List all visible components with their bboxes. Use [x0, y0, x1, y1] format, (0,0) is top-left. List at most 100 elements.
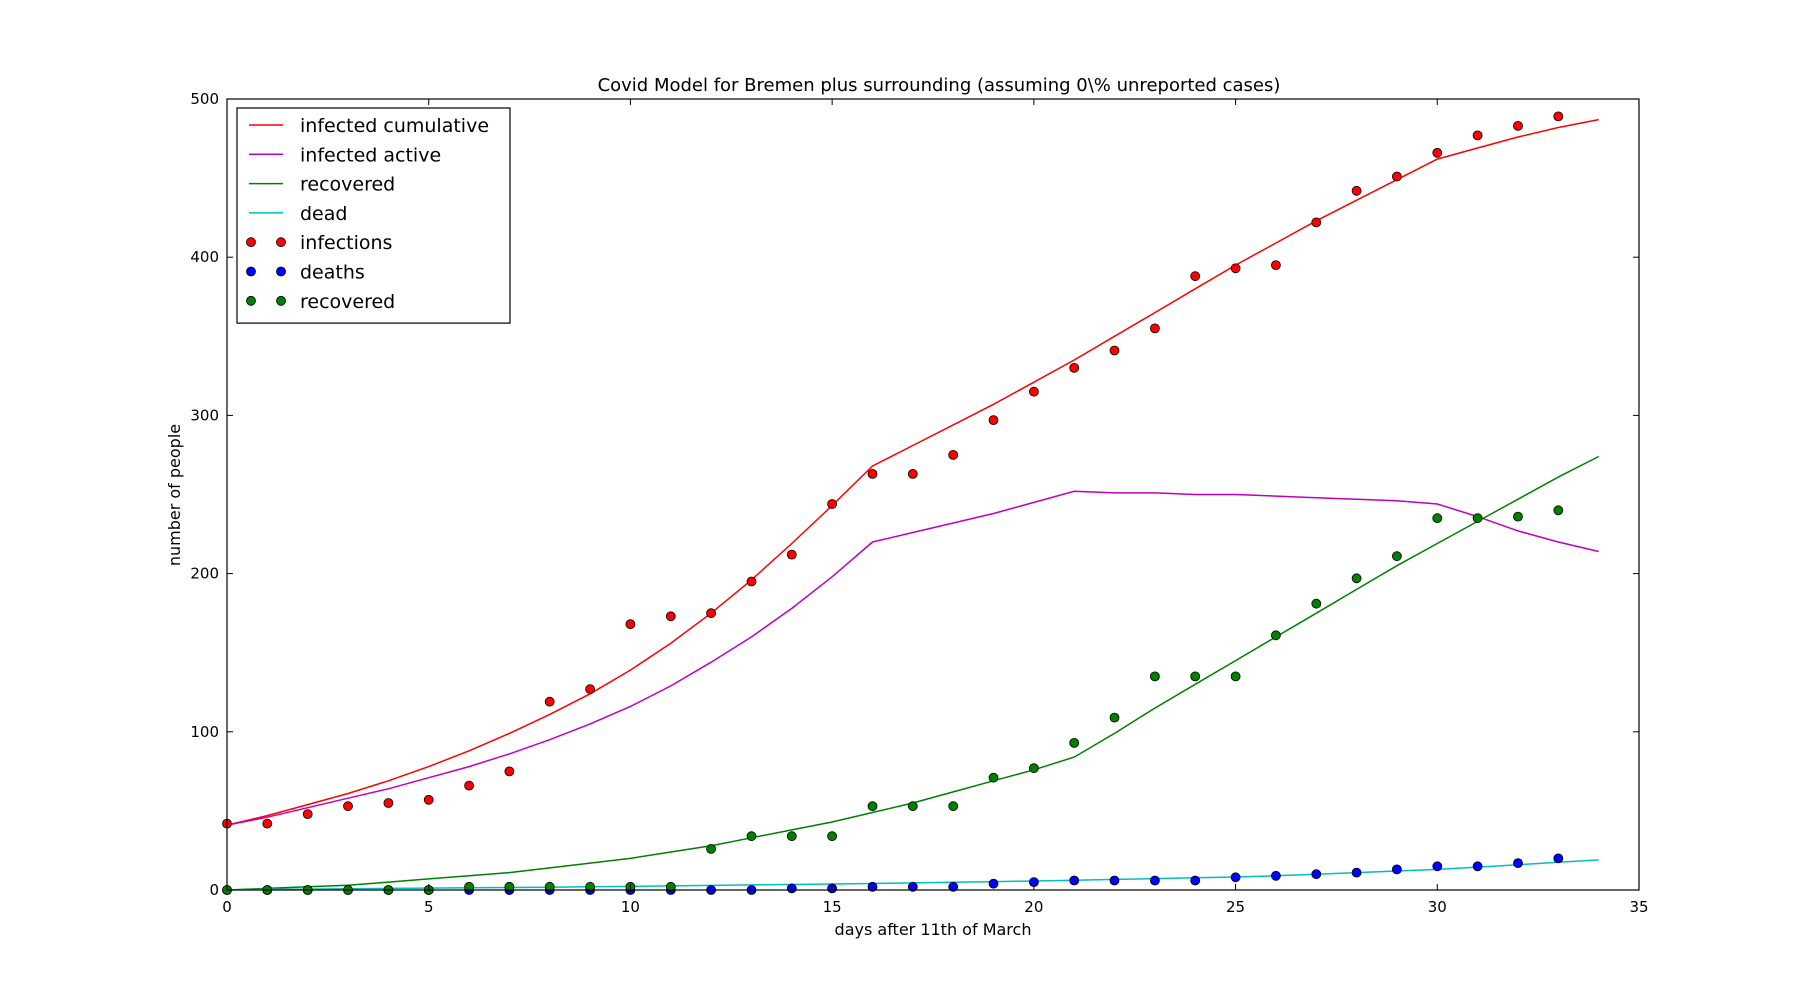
data-point-recovered — [746, 831, 757, 842]
data-point-recovered — [1069, 738, 1080, 748]
legend-entry: deaths — [246, 262, 365, 284]
data-point-recovered — [1432, 513, 1443, 524]
data-point-recovered — [786, 831, 797, 842]
data-point-deaths — [1190, 875, 1201, 886]
x-axis-label: days after 11th of March — [835, 920, 1032, 939]
legend-entry: infected active — [249, 144, 441, 166]
x-tick-label: 25 — [1226, 898, 1245, 916]
data-point-recovered — [867, 801, 878, 812]
data-point-infections — [1553, 111, 1564, 122]
data-point-recovered — [1150, 671, 1160, 682]
data-point-deaths — [1311, 869, 1322, 880]
data-point-deaths — [1553, 853, 1564, 864]
legend-label: infected cumulative — [300, 115, 489, 137]
y-tick-label: 200 — [190, 565, 219, 583]
data-point-deaths — [1150, 875, 1160, 886]
legend-label: recovered — [300, 291, 395, 313]
data-point-deaths — [1230, 872, 1241, 883]
data-point-recovered — [1230, 671, 1241, 682]
data-point-infections — [423, 794, 434, 805]
x-tick-label: 35 — [1629, 898, 1648, 916]
data-point-recovered — [948, 801, 959, 812]
data-point-infections — [665, 611, 676, 622]
legend-label: infected active — [300, 144, 441, 166]
legend-marker-swatch — [246, 295, 256, 306]
y-tick-label: 0 — [209, 881, 219, 899]
series-line-infected-cumulative — [226, 118, 1599, 826]
x-tick-label: 0 — [222, 898, 232, 916]
data-point-deaths — [907, 881, 918, 892]
data-point-recovered — [1190, 671, 1201, 682]
legend-entry: recovered — [246, 291, 395, 313]
y-tick-label: 400 — [190, 248, 219, 266]
data-point-infections — [1351, 185, 1362, 196]
legend-marker-swatch — [276, 295, 286, 306]
legend-entry: recovered — [249, 174, 395, 196]
data-point-recovered — [827, 831, 837, 842]
x-tick-label: 15 — [823, 898, 842, 916]
legend: infected cumulative infected active recove… — [236, 107, 511, 324]
data-point-infections — [827, 499, 837, 509]
data-point-recovered — [988, 772, 999, 783]
data-point-deaths — [948, 881, 959, 892]
legend-label: dead — [300, 203, 347, 225]
x-tick-label: 30 — [1428, 898, 1447, 916]
x-tick-label: 10 — [621, 898, 640, 916]
chart-title: Covid Model for Bremen plus surrounding … — [598, 75, 1281, 96]
data-point-deaths — [1472, 861, 1483, 872]
legend-label: recovered — [300, 174, 395, 196]
data-point-infections — [907, 468, 918, 479]
data-point-deaths — [1351, 867, 1362, 878]
data-point-infections — [948, 449, 959, 460]
y-tick-label: 100 — [190, 723, 219, 741]
data-point-deaths — [1392, 864, 1402, 875]
data-point-infections — [988, 415, 999, 426]
legend-marker-swatch — [276, 266, 286, 277]
data-point-infections — [867, 468, 878, 479]
data-point-infections — [1109, 345, 1120, 356]
data-point-infections — [1029, 386, 1039, 397]
data-point-infections — [504, 766, 515, 777]
data-point-infections — [1190, 271, 1201, 282]
data-point-recovered — [1311, 598, 1322, 609]
data-point-recovered — [544, 881, 555, 892]
data-point-deaths — [1513, 858, 1523, 868]
legend-marker-swatch — [276, 237, 286, 248]
plot-area: 0 5 10 15 20 25 30 35 0 100 200 300 400 500 — [190, 90, 1648, 916]
data-point-infections — [262, 818, 273, 829]
data-point-recovered — [1513, 511, 1523, 522]
y-axis-label: number of people — [165, 424, 184, 566]
data-point-infections — [383, 798, 394, 808]
data-point-recovered — [504, 881, 515, 892]
data-point-deaths — [1432, 861, 1443, 872]
legend-entry: infected cumulative — [249, 115, 489, 137]
data-point-infections — [1513, 121, 1523, 131]
data-point-deaths — [988, 878, 999, 889]
data-point-recovered — [585, 881, 595, 892]
data-point-deaths — [867, 881, 878, 892]
legend-entry: infections — [246, 232, 392, 254]
data-point-infections — [1230, 263, 1241, 274]
data-point-recovered — [464, 881, 475, 892]
data-point-deaths — [1271, 870, 1281, 881]
plot-frame — [226, 98, 1640, 891]
data-point-infections — [786, 549, 797, 560]
data-point-infections — [625, 619, 636, 630]
data-point-infections — [1271, 260, 1281, 271]
data-point-recovered — [907, 801, 918, 812]
y-tick-label: 300 — [190, 406, 219, 424]
legend-entry: dead — [249, 203, 347, 225]
data-point-recovered — [1271, 630, 1281, 641]
data-point-infections — [544, 696, 555, 707]
x-tick-label: 5 — [424, 898, 434, 916]
legend-box — [236, 107, 511, 324]
y-tick-label: 500 — [190, 90, 219, 108]
x-tick-label: 20 — [1024, 898, 1043, 916]
legend-label: deaths — [300, 262, 365, 284]
data-point-infections — [343, 801, 353, 812]
data-point-deaths — [1109, 875, 1120, 886]
data-point-deaths — [1069, 875, 1080, 886]
data-point-recovered — [706, 844, 716, 854]
data-point-deaths — [786, 883, 797, 894]
